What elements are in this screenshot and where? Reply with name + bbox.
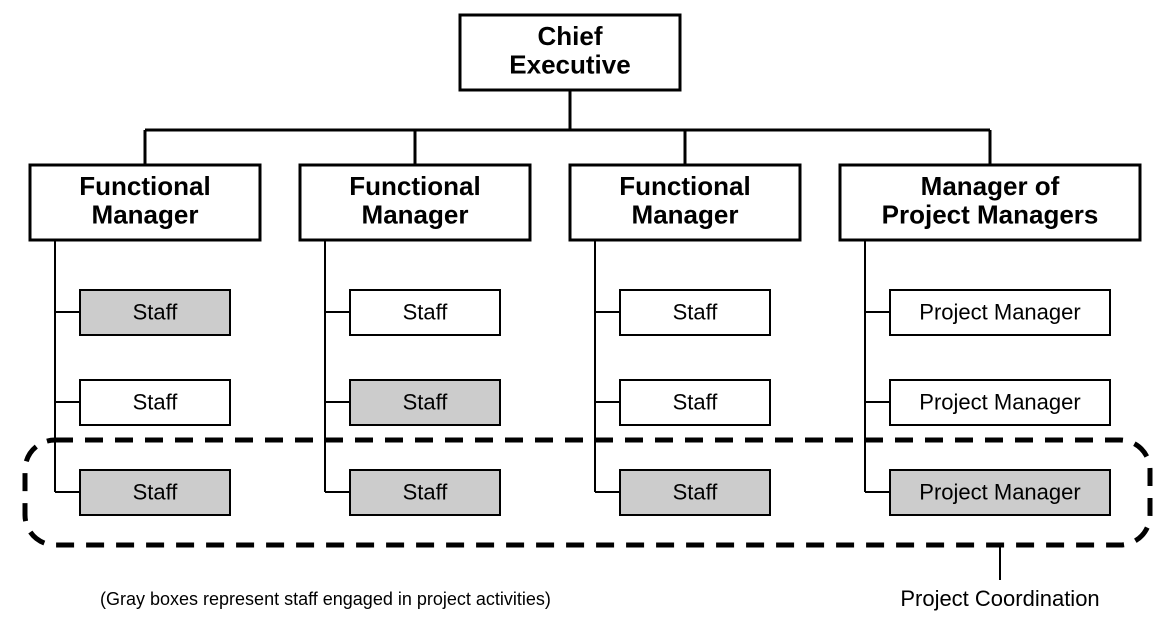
node-fm1-line1: Functional [79, 171, 210, 201]
node-fm2-line1: Functional [349, 171, 480, 201]
node-fm3-line2: Manager [632, 200, 739, 230]
legend-note: (Gray boxes represent staff engaged in p… [100, 589, 551, 609]
node-p2-label: Project Manager [919, 389, 1080, 414]
node-pmm-line1: Manager of [921, 171, 1060, 201]
node-ceo-line1: Chief [538, 21, 603, 51]
node-s33-label: Staff [673, 479, 719, 504]
node-s22-label: Staff [403, 389, 449, 414]
node-pmm-line2: Project Managers [882, 200, 1099, 230]
node-fm3-line1: Functional [619, 171, 750, 201]
node-s12-label: Staff [133, 389, 179, 414]
node-p1-label: Project Manager [919, 299, 1080, 324]
node-fm2-line2: Manager [362, 200, 469, 230]
node-ceo-line2: Executive [509, 50, 630, 80]
node-s21-label: Staff [403, 299, 449, 324]
node-s31-label: Staff [673, 299, 719, 324]
node-s13-label: Staff [133, 479, 179, 504]
node-s32-label: Staff [673, 389, 719, 414]
node-s11-label: Staff [133, 299, 179, 324]
coord-label: Project Coordination [900, 586, 1099, 611]
node-fm1-line2: Manager [92, 200, 199, 230]
node-p3-label: Project Manager [919, 479, 1080, 504]
node-s23-label: Staff [403, 479, 449, 504]
